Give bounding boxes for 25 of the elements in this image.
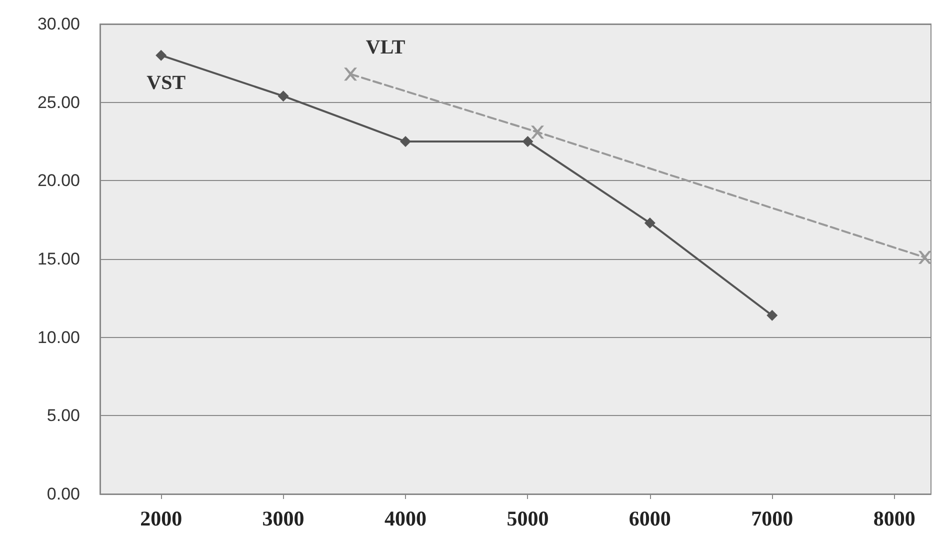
series-label: VST [146, 72, 186, 94]
x-tick-label: 2000 [140, 506, 182, 530]
x-tick-label: 5000 [506, 506, 549, 530]
x-tick-label: 8000 [873, 506, 916, 530]
y-tick-label: 10.00 [37, 328, 80, 347]
y-tick-label: 30.00 [37, 14, 80, 34]
point [156, 50, 167, 61]
series-label: VLT [366, 36, 406, 59]
point [766, 310, 778, 321]
x-tick-label: 6000 [628, 506, 671, 530]
y-tick-label: 0.00 [46, 484, 80, 504]
x-tick-label: 4000 [384, 506, 427, 530]
point [278, 90, 289, 102]
point [400, 136, 412, 147]
point [644, 217, 656, 228]
point [918, 250, 932, 264]
y-tick-label: 5.00 [46, 406, 80, 426]
point [522, 136, 534, 147]
y-tick-label: 25.00 [37, 92, 80, 112]
point [530, 126, 544, 139]
y-tick-label: 15.00 [37, 250, 80, 268]
x-tick-label: 7000 [751, 506, 794, 530]
x-tick-label: 3000 [262, 506, 304, 530]
y-tick-label: 20.00 [37, 171, 80, 190]
point [344, 68, 358, 81]
